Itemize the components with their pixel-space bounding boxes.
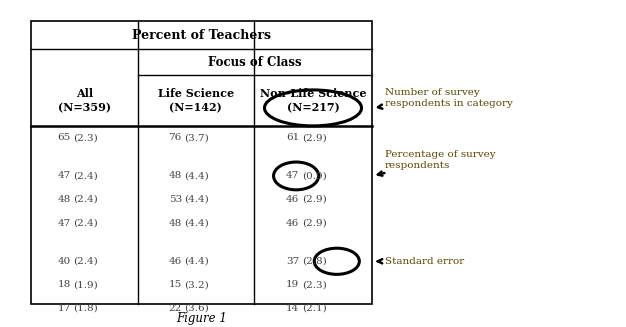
- Text: 15: 15: [168, 280, 182, 289]
- Text: 22: 22: [168, 304, 182, 313]
- Text: 37: 37: [286, 257, 299, 266]
- Text: (3.7): (3.7): [184, 133, 209, 142]
- Text: (2.3): (2.3): [73, 133, 98, 142]
- Text: (2.3): (2.3): [302, 280, 327, 289]
- Text: 48: 48: [168, 171, 182, 181]
- Text: (2.9): (2.9): [302, 133, 327, 142]
- Text: 46: 46: [286, 195, 299, 204]
- Text: Focus of Class: Focus of Class: [208, 56, 302, 69]
- Text: 47: 47: [286, 171, 299, 181]
- Text: 46: 46: [286, 218, 299, 228]
- Text: 17: 17: [58, 304, 71, 313]
- Text: (4.4): (4.4): [184, 171, 209, 181]
- Text: 61: 61: [286, 133, 299, 142]
- Text: (4.4): (4.4): [184, 257, 209, 266]
- Text: (1.9): (1.9): [73, 280, 98, 289]
- Text: Life Science
(N=142): Life Science (N=142): [158, 88, 233, 113]
- Text: 48: 48: [168, 218, 182, 228]
- Text: 18: 18: [58, 280, 71, 289]
- Text: 40: 40: [58, 257, 71, 266]
- Text: Percentage of survey
respondents: Percentage of survey respondents: [378, 149, 496, 176]
- Text: (3.2): (3.2): [184, 280, 209, 289]
- Text: (2.4): (2.4): [73, 257, 98, 266]
- Text: (2.4): (2.4): [73, 195, 98, 204]
- Text: All
(N=359): All (N=359): [58, 88, 111, 113]
- Text: Standard error: Standard error: [378, 257, 464, 266]
- Text: 48: 48: [58, 195, 71, 204]
- Text: Number of survey
respondents in category: Number of survey respondents in category: [378, 88, 513, 109]
- Text: 65: 65: [58, 133, 71, 142]
- Text: (0.9): (0.9): [302, 171, 327, 181]
- Text: (1.8): (1.8): [73, 304, 98, 313]
- Text: 53: 53: [168, 195, 182, 204]
- Bar: [31, 21, 372, 304]
- Text: (4.4): (4.4): [184, 195, 209, 204]
- Text: 47: 47: [58, 218, 71, 228]
- Text: Percent of Teachers: Percent of Teachers: [132, 29, 272, 42]
- Text: (2.9): (2.9): [302, 218, 327, 228]
- Text: 76: 76: [168, 133, 182, 142]
- Text: (3.6): (3.6): [184, 304, 209, 313]
- Text: (4.4): (4.4): [184, 218, 209, 228]
- Text: (2.4): (2.4): [73, 171, 98, 181]
- Text: (2.4): (2.4): [73, 218, 98, 228]
- Text: (2.1): (2.1): [302, 304, 327, 313]
- Text: 46: 46: [168, 257, 182, 266]
- Text: 19: 19: [286, 280, 299, 289]
- Text: (2.8): (2.8): [302, 257, 327, 266]
- Text: 14: 14: [286, 304, 299, 313]
- Text: (2.9): (2.9): [302, 195, 327, 204]
- Text: Non-Life Science
(N=217): Non-Life Science (N=217): [260, 88, 366, 113]
- Text: Figure 1: Figure 1: [177, 312, 227, 325]
- Text: 47: 47: [58, 171, 71, 181]
